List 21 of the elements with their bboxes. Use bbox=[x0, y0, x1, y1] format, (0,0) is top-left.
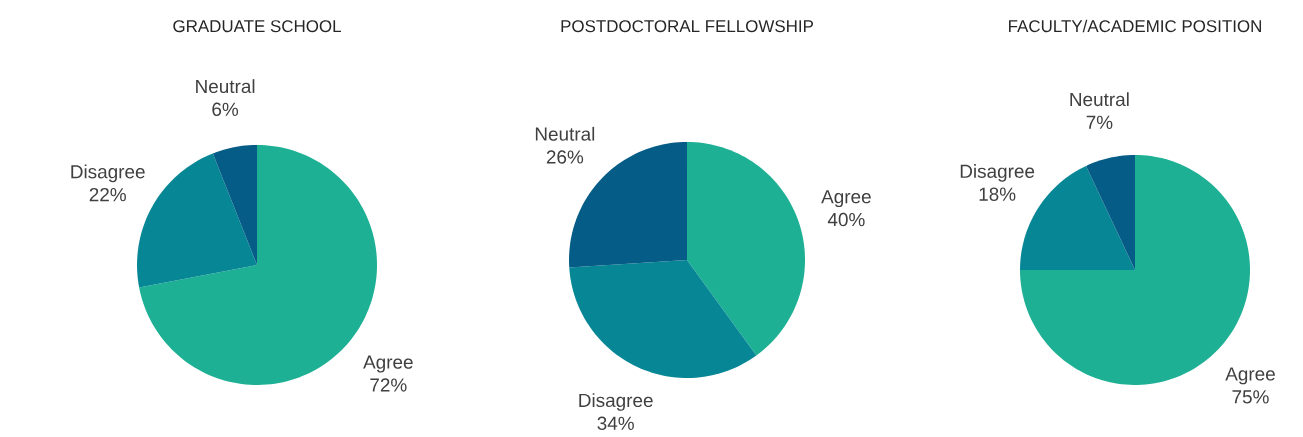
data-label: 40% bbox=[827, 212, 865, 227]
slice-label: Agree bbox=[1225, 367, 1275, 385]
data-label: 34% bbox=[597, 416, 634, 430]
slice-label: Agree bbox=[821, 190, 871, 208]
slice-label: Agree bbox=[363, 355, 413, 373]
data-label: 75% bbox=[1232, 390, 1269, 404]
data-label: 22% bbox=[89, 187, 126, 202]
chart-title: POSTDOCTORAL FELLOWSHIP bbox=[561, 20, 813, 33]
slice-label: Disagree bbox=[71, 164, 145, 183]
chart-title: FACULTY/ACADEMIC POSITION bbox=[1009, 19, 1261, 33]
chart-title: GRADUATE SCHOOL bbox=[173, 20, 341, 33]
slice-label: Disagree bbox=[960, 164, 1035, 182]
data-label: 72% bbox=[370, 378, 407, 392]
data-label: 6% bbox=[212, 102, 239, 117]
data-label: 26% bbox=[546, 150, 584, 164]
data-label: 18% bbox=[979, 187, 1016, 201]
slice-label: Disagree bbox=[579, 393, 653, 411]
data-label: 7% bbox=[1086, 115, 1113, 129]
slice-label: Neutral bbox=[196, 79, 255, 94]
slice-label: Neutral bbox=[535, 126, 595, 141]
slice-label: Neutral bbox=[1070, 92, 1129, 107]
